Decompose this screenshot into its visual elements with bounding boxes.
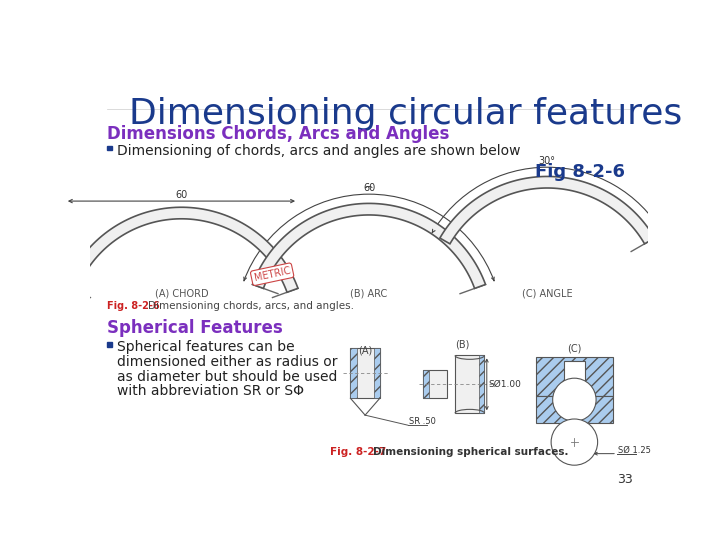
Bar [455,355,485,413]
Bar [536,396,570,423]
Bar [479,355,485,413]
Text: 60: 60 [176,190,188,200]
Bar [564,361,585,396]
Text: SØ1.00: SØ1.00 [488,380,521,389]
Text: 30°: 30° [539,157,556,166]
Bar [423,370,446,398]
Bar [351,348,380,398]
Text: Dimensioning circular features: Dimensioning circular features [129,97,682,131]
Text: Dimensioning spherical surfaces.: Dimensioning spherical surfaces. [373,448,568,457]
Text: (A): (A) [358,345,372,355]
Text: as diameter but should be used: as diameter but should be used [117,370,338,384]
Circle shape [551,419,598,465]
Text: with abbreviation SR or SΦ: with abbreviation SR or SΦ [117,384,304,399]
Text: METRIC: METRIC [253,266,292,283]
Text: Dimensioning of chords, arcs and angles are shown below: Dimensioning of chords, arcs and angles … [117,144,521,158]
Text: (C): (C) [567,343,582,354]
Text: Fig. 8-2-7: Fig. 8-2-7 [330,448,387,457]
Text: Fig. 8-2-6: Fig. 8-2-6 [107,301,160,311]
Bar [351,348,356,398]
Text: 60: 60 [363,184,375,193]
Text: (A) CHORD: (A) CHORD [155,288,208,298]
Text: (B): (B) [455,339,469,349]
Text: Dimensions Chords, Arcs and Angles: Dimensions Chords, Arcs and Angles [107,125,449,143]
Text: Spherical features can be: Spherical features can be [117,340,294,354]
Text: SR .50: SR .50 [408,417,436,426]
Bar [536,357,613,396]
Text: Dimensioning chords, arcs, and angles.: Dimensioning chords, arcs, and angles. [148,301,354,311]
Text: (B) ARC: (B) ARC [351,288,387,298]
Text: Fig 8-2-6: Fig 8-2-6 [535,164,625,181]
Bar [107,342,112,347]
Bar [107,146,112,150]
Circle shape [553,378,596,421]
Text: dimensioned either as radius or: dimensioned either as radius or [117,355,338,369]
Bar [374,348,380,398]
Text: Spherical Features: Spherical Features [107,319,283,337]
Text: SØ 1.25: SØ 1.25 [618,446,651,455]
Polygon shape [440,177,654,244]
Polygon shape [65,207,298,292]
Text: 33: 33 [617,473,632,486]
Bar [423,370,428,398]
Bar [578,396,613,423]
Polygon shape [253,204,485,288]
Text: (C) ANGLE: (C) ANGLE [522,288,572,298]
